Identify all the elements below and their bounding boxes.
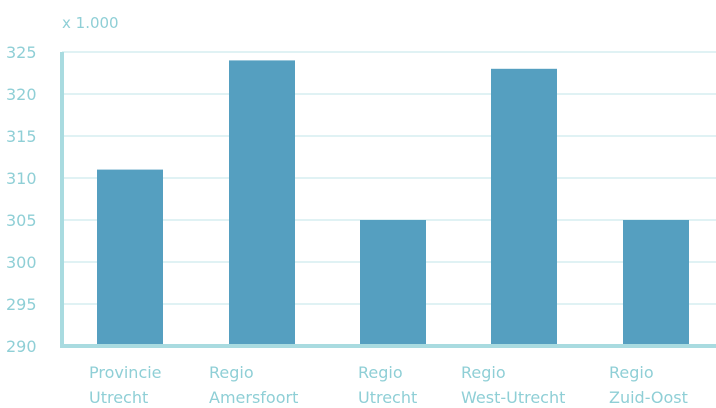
x-category-label: West-Utrecht <box>461 388 565 407</box>
y-tick-label: 320 <box>6 85 37 104</box>
x-category-label: Utrecht <box>358 388 417 407</box>
x-category-label: Provincie <box>89 363 162 382</box>
bar <box>360 220 426 346</box>
bar <box>97 169 163 346</box>
x-category-label: Zuid-Oost <box>609 388 688 407</box>
y-axis-unit-label: x 1.000 <box>62 14 119 32</box>
y-tick-label: 305 <box>6 211 37 230</box>
x-category-label: Regio <box>609 363 654 382</box>
bar <box>491 68 557 347</box>
y-tick-label: 295 <box>6 295 37 314</box>
bars <box>97 60 689 347</box>
x-category-label: Regio <box>461 363 506 382</box>
bar <box>229 60 295 347</box>
x-category-label: Regio <box>358 363 403 382</box>
x-category-label: Amersfoort <box>209 388 298 407</box>
y-axis-tick-labels: 290 295 300 305 310 315 320 325 <box>6 43 37 356</box>
y-tick-label: 315 <box>6 127 37 146</box>
y-tick-label: 300 <box>6 253 37 272</box>
y-tick-label: 290 <box>6 337 37 356</box>
bar <box>623 220 689 346</box>
axes <box>60 52 716 348</box>
y-tick-label: 310 <box>6 169 37 188</box>
x-category-label: Utrecht <box>89 388 148 407</box>
y-tick-label: 325 <box>6 43 37 62</box>
x-category-label: Regio <box>209 363 254 382</box>
x-axis-category-labels: Provincie Utrecht Regio Amersfoort Regio Utre… <box>89 363 688 407</box>
